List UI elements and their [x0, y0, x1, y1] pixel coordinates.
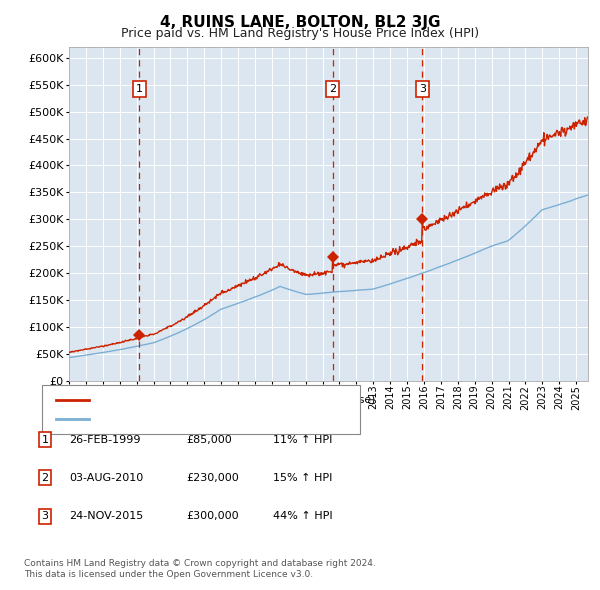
- Text: 2: 2: [329, 84, 336, 94]
- Text: 03-AUG-2010: 03-AUG-2010: [69, 473, 143, 483]
- Text: 1: 1: [136, 84, 143, 94]
- Text: £85,000: £85,000: [186, 435, 232, 444]
- Text: 3: 3: [41, 512, 49, 521]
- Text: 1: 1: [41, 435, 49, 444]
- Text: 2: 2: [41, 473, 49, 483]
- Text: 4, RUINS LANE, BOLTON, BL2 3JG (detached house): 4, RUINS LANE, BOLTON, BL2 3JG (detached…: [95, 395, 375, 405]
- Text: This data is licensed under the Open Government Licence v3.0.: This data is licensed under the Open Gov…: [24, 571, 313, 579]
- Text: 44% ↑ HPI: 44% ↑ HPI: [273, 512, 332, 521]
- Text: HPI: Average price, detached house, Bolton: HPI: Average price, detached house, Bolt…: [95, 414, 332, 424]
- Text: Contains HM Land Registry data © Crown copyright and database right 2024.: Contains HM Land Registry data © Crown c…: [24, 559, 376, 568]
- Text: £300,000: £300,000: [186, 512, 239, 521]
- Text: 11% ↑ HPI: 11% ↑ HPI: [273, 435, 332, 444]
- Text: 15% ↑ HPI: 15% ↑ HPI: [273, 473, 332, 483]
- Text: £230,000: £230,000: [186, 473, 239, 483]
- Text: 26-FEB-1999: 26-FEB-1999: [69, 435, 140, 444]
- Text: 24-NOV-2015: 24-NOV-2015: [69, 512, 143, 521]
- Text: 4, RUINS LANE, BOLTON, BL2 3JG: 4, RUINS LANE, BOLTON, BL2 3JG: [160, 15, 440, 30]
- Text: 3: 3: [419, 84, 426, 94]
- Text: Price paid vs. HM Land Registry's House Price Index (HPI): Price paid vs. HM Land Registry's House …: [121, 27, 479, 40]
